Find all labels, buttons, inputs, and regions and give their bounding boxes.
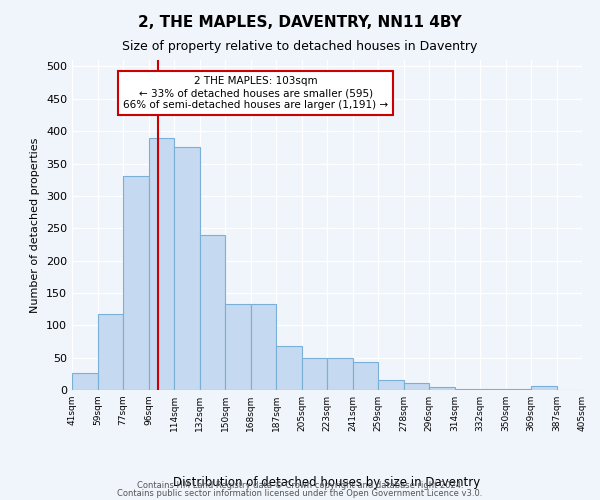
Text: Size of property relative to detached houses in Daventry: Size of property relative to detached ho… [122, 40, 478, 53]
Bar [531, 386, 557, 390]
Bar [327, 358, 353, 390]
Text: 2 THE MAPLES: 103sqm
← 33% of detached houses are smaller (595)
66% of semi-deta: 2 THE MAPLES: 103sqm ← 33% of detached h… [123, 76, 388, 110]
X-axis label: Distribution of detached houses by size in Daventry: Distribution of detached houses by size … [173, 476, 481, 488]
Bar [505, 388, 531, 390]
Bar [455, 388, 480, 390]
Bar [225, 304, 251, 390]
Bar [378, 380, 404, 390]
Text: Contains public sector information licensed under the Open Government Licence v3: Contains public sector information licen… [118, 488, 482, 498]
Y-axis label: Number of detached properties: Number of detached properties [31, 138, 40, 312]
Bar [480, 388, 505, 390]
Bar [404, 383, 429, 390]
Bar [276, 346, 302, 390]
Bar [353, 362, 378, 390]
Bar [149, 138, 174, 390]
Text: 2, THE MAPLES, DAVENTRY, NN11 4BY: 2, THE MAPLES, DAVENTRY, NN11 4BY [138, 15, 462, 30]
Bar [199, 234, 225, 390]
Bar [302, 358, 327, 390]
Bar [97, 314, 123, 390]
Bar [72, 372, 97, 390]
Text: Contains HM Land Registry data © Crown copyright and database right 2024.: Contains HM Land Registry data © Crown c… [137, 481, 463, 490]
Bar [251, 304, 276, 390]
Bar [123, 176, 149, 390]
Bar [429, 387, 455, 390]
Bar [174, 148, 199, 390]
